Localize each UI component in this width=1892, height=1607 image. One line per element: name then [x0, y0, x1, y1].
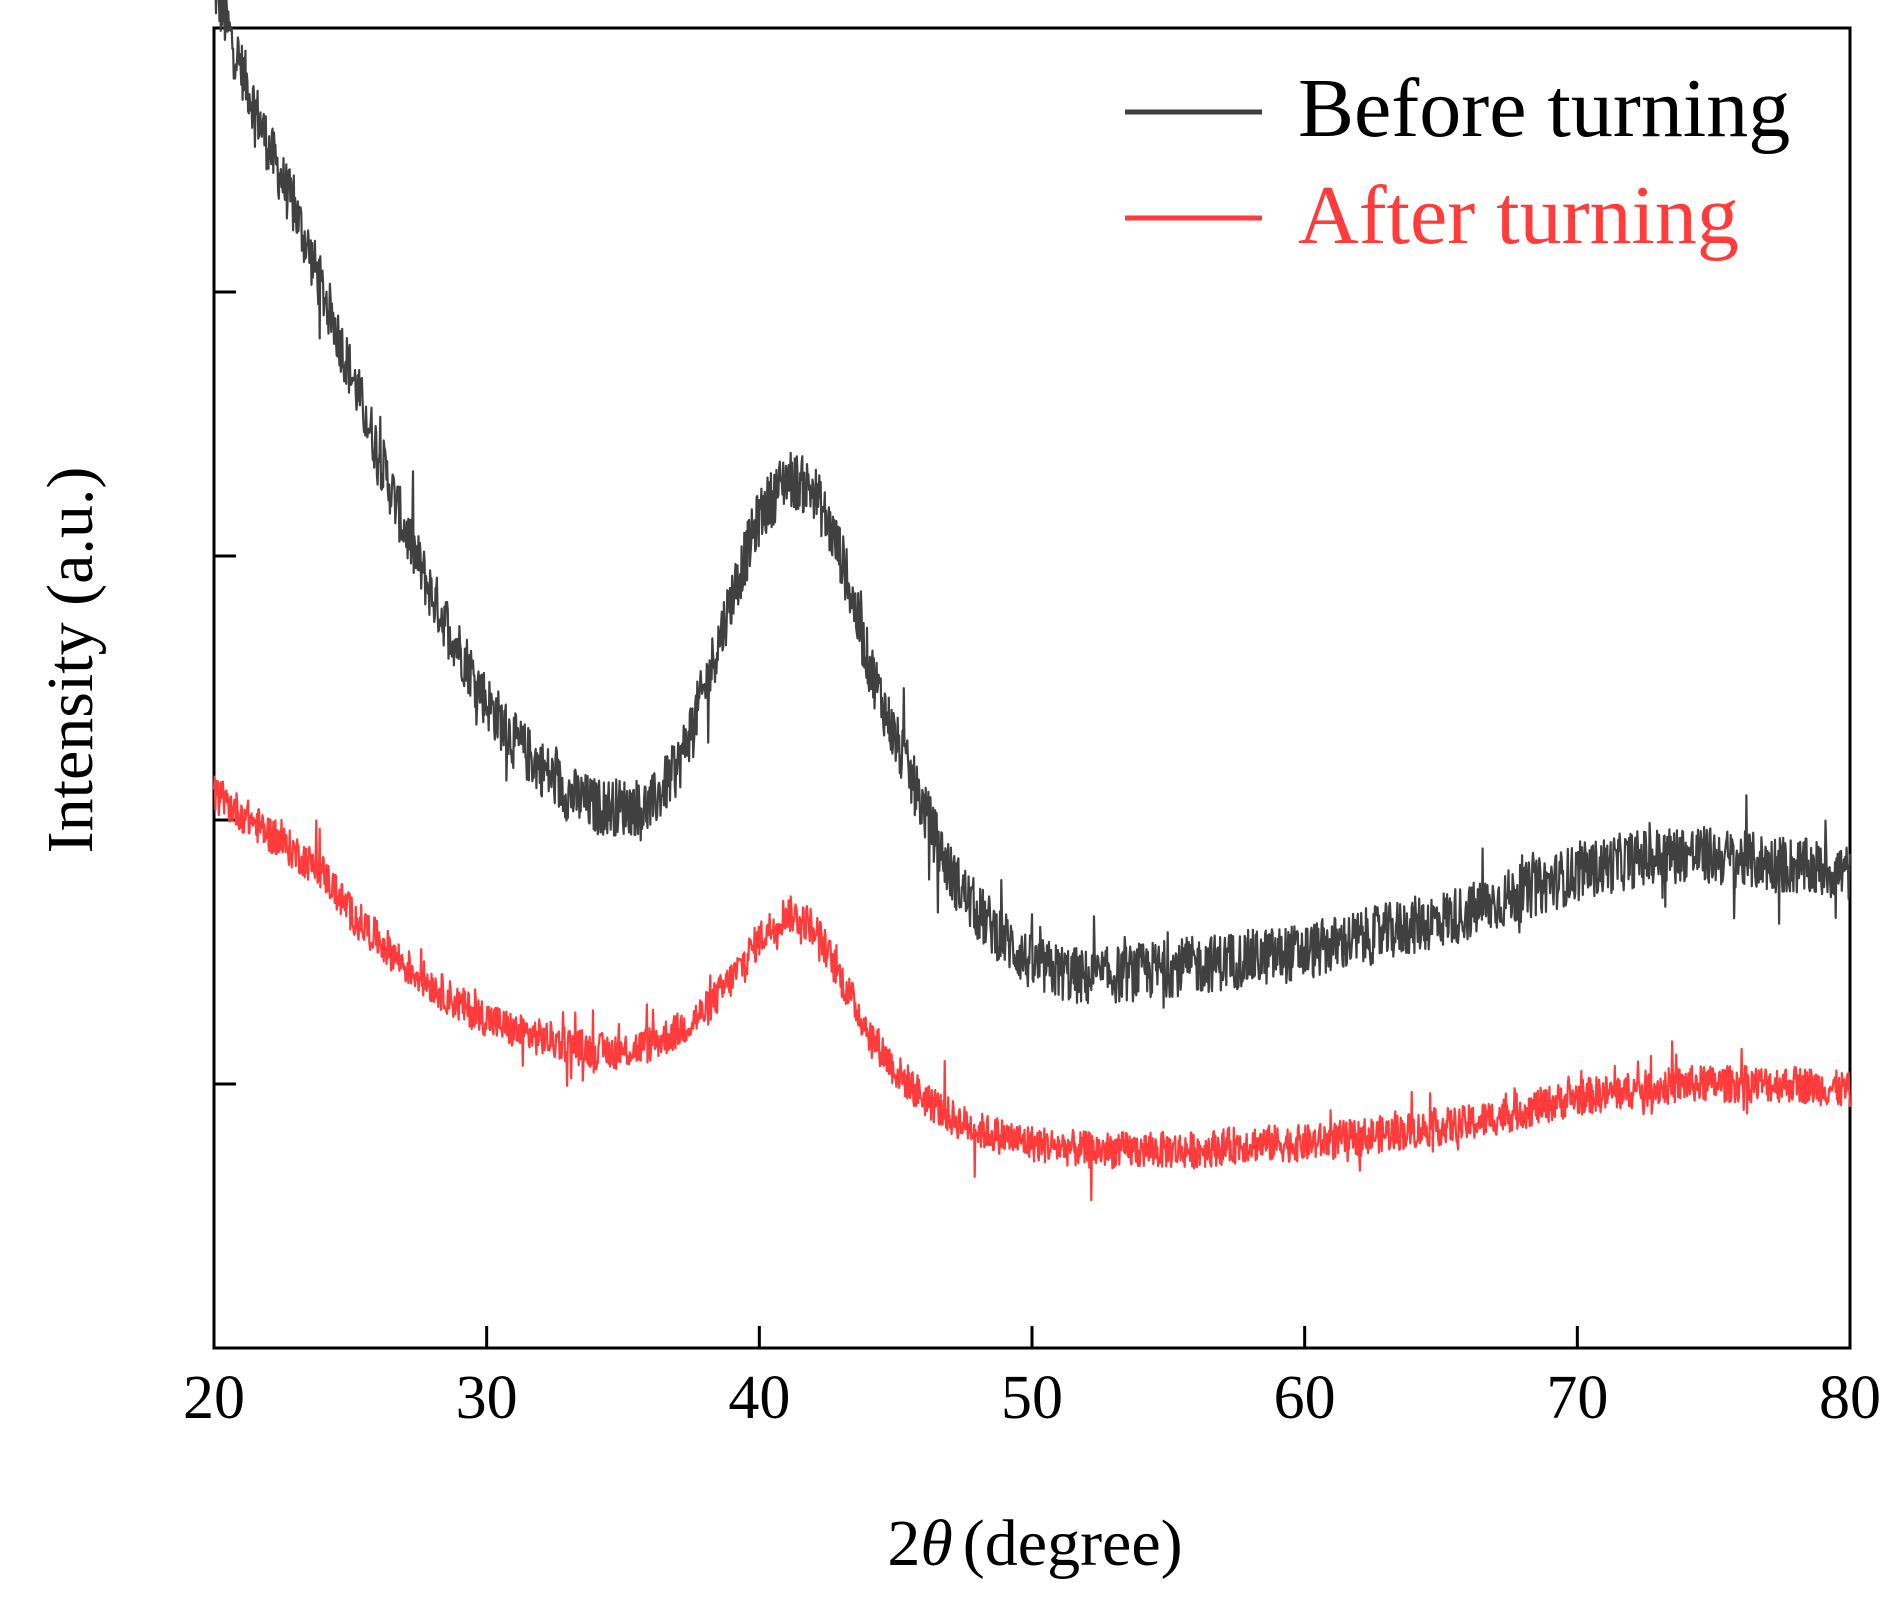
legend-label-before-turning: Before turning: [1298, 62, 1790, 155]
x-tick-label: 70: [1546, 1364, 1608, 1432]
x-axis-title-prefix: 2: [887, 1507, 920, 1580]
x-axis-title: 2θ (degree): [887, 1507, 1182, 1580]
x-tick-label: 30: [456, 1364, 518, 1432]
x-tick-label: 60: [1274, 1364, 1336, 1432]
x-axis-ticks: 20 30 40 50 60 70 80: [183, 1326, 1881, 1432]
x-axis-title-suffix: (degree): [963, 1507, 1183, 1580]
x-tick-label: 80: [1819, 1364, 1881, 1432]
legend: Before turning After turning: [1125, 62, 1790, 262]
x-tick-label: 20: [183, 1364, 245, 1432]
series-line-after-turning: [212, 775, 1852, 1202]
x-tick-label: 50: [1001, 1364, 1063, 1432]
y-axis-ticks: [214, 290, 236, 1086]
series-line-before-turning: [214, 0, 1852, 1009]
y-axis-title: Intensity (a.u.): [34, 467, 107, 854]
x-tick-label: 40: [728, 1364, 790, 1432]
legend-label-after-turning: After turning: [1298, 169, 1739, 262]
x-axis-title-theta: θ: [920, 1507, 952, 1580]
series-layer: [212, 0, 1852, 1202]
